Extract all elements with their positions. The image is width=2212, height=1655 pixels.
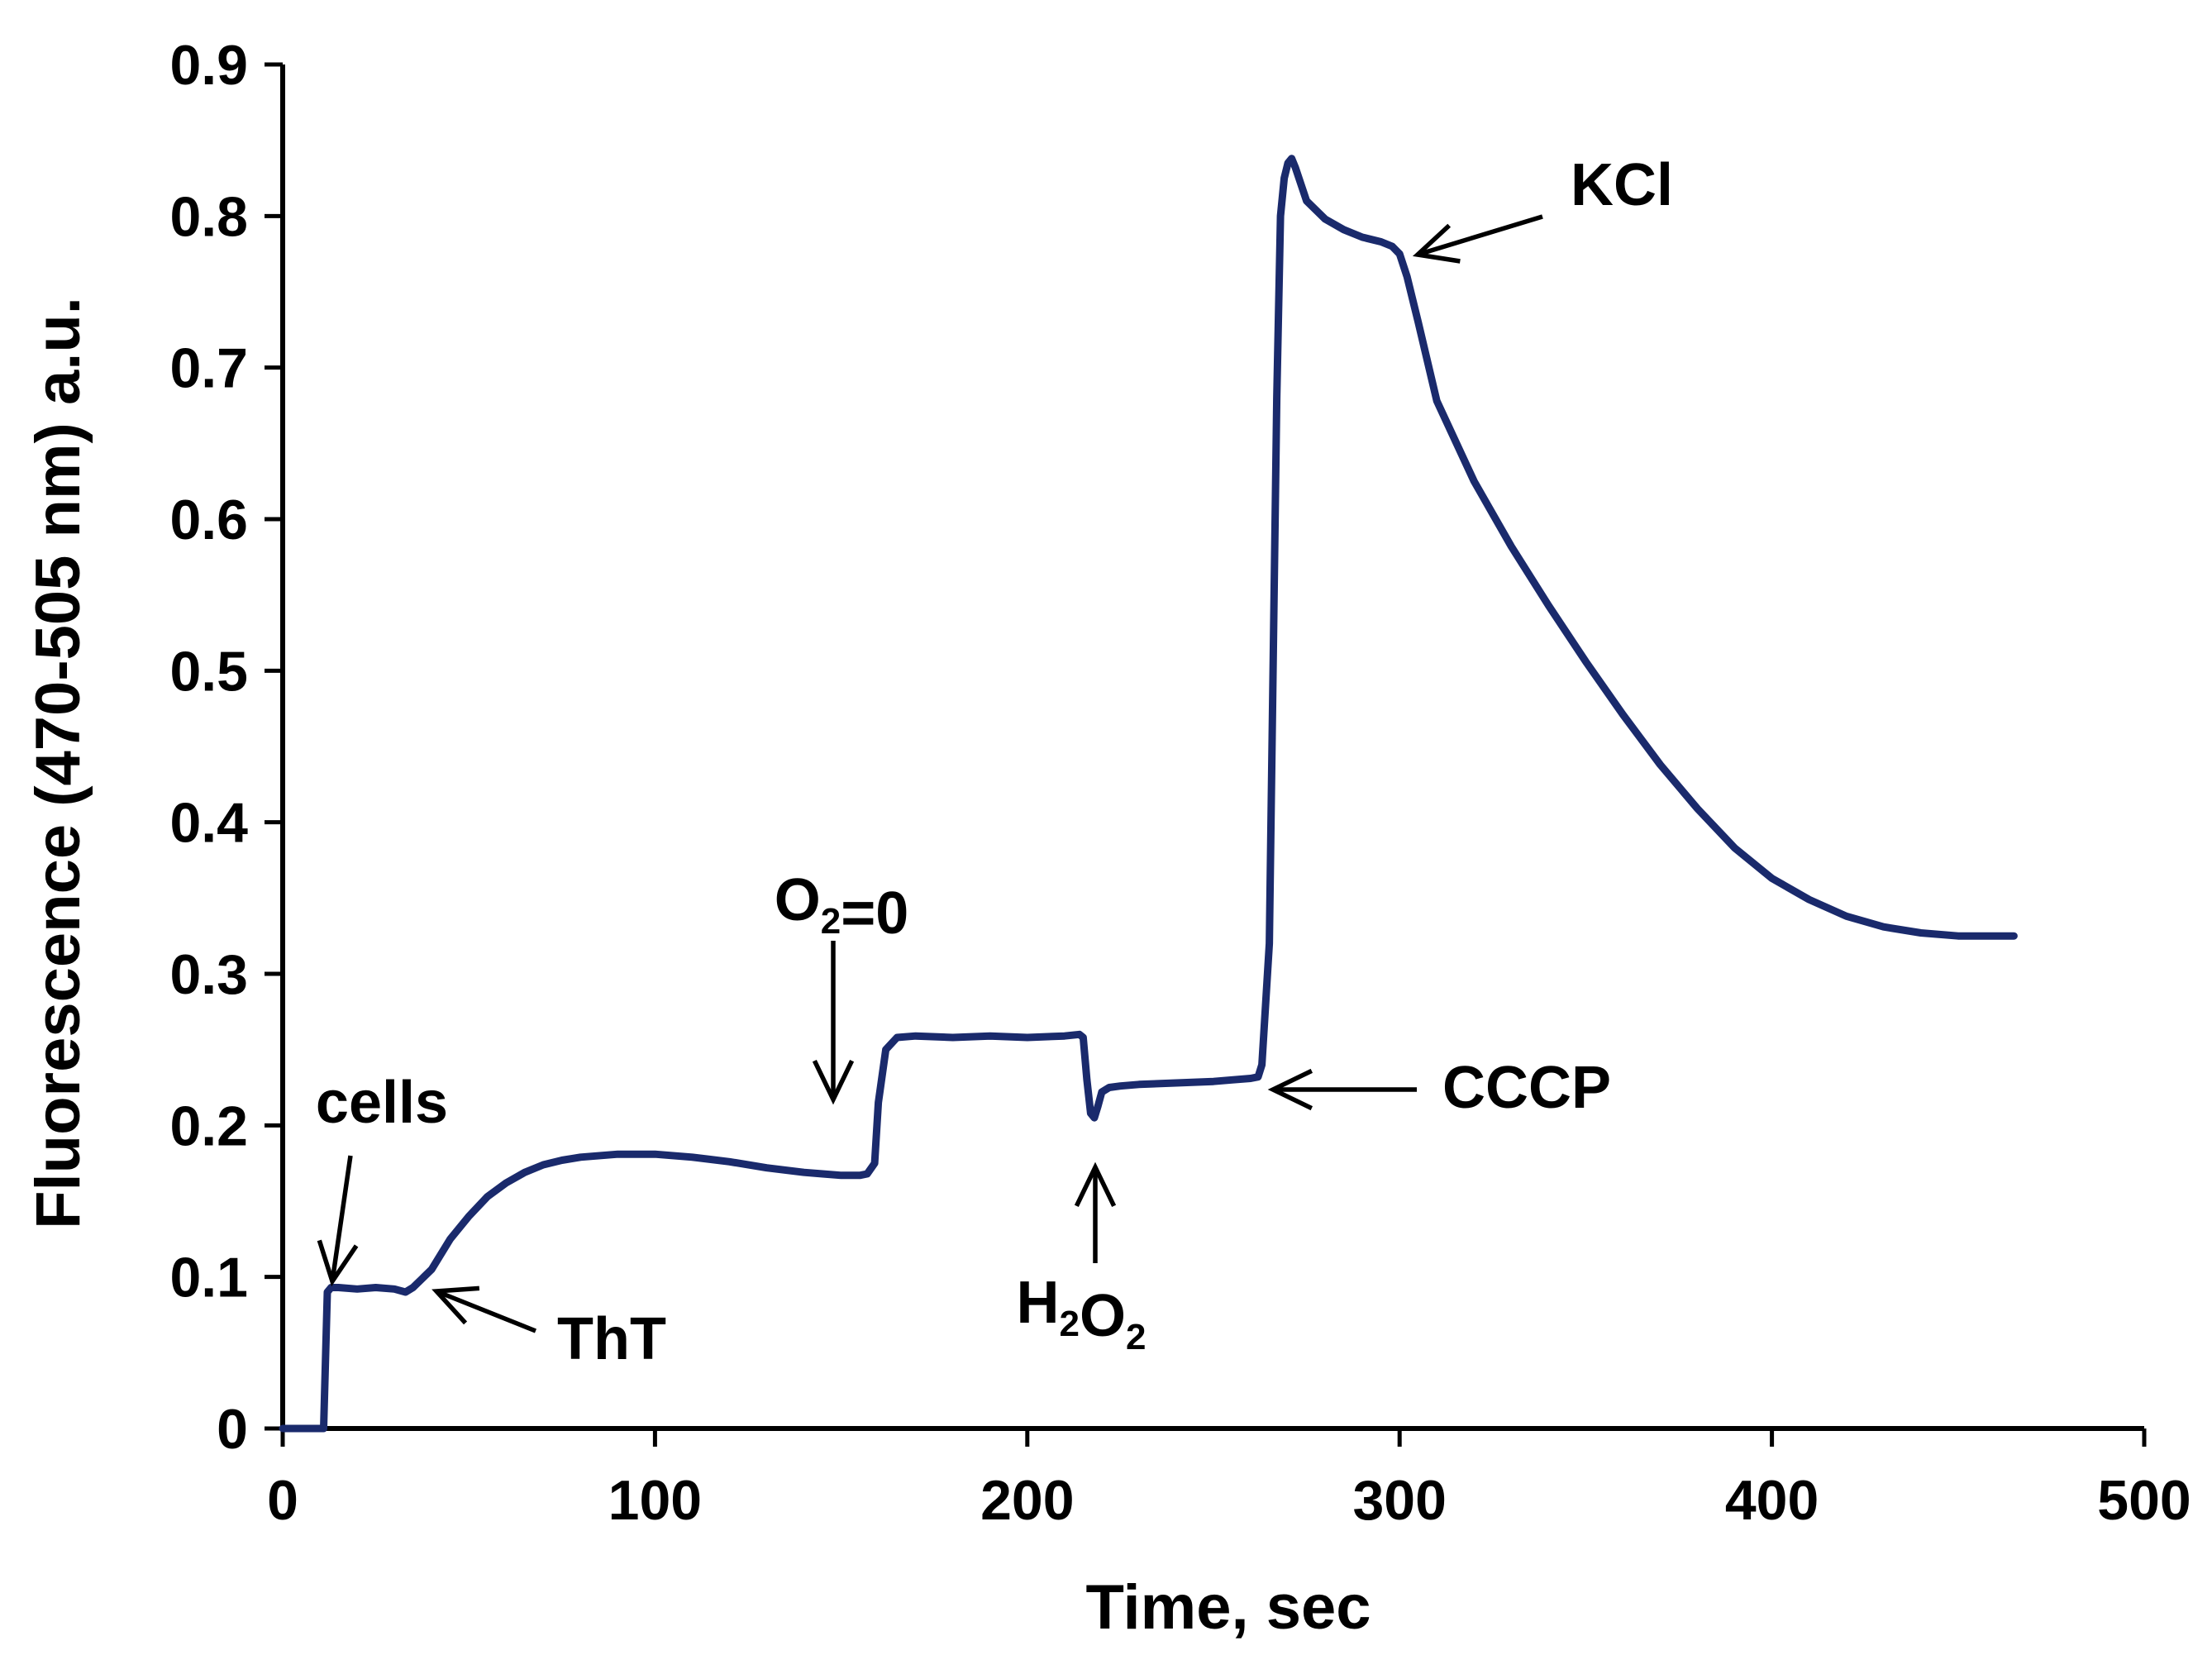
arrow-head xyxy=(812,1059,855,1105)
series-layer xyxy=(279,155,2018,1433)
x-tick-label: 400 xyxy=(1725,1469,1819,1532)
arrow-head xyxy=(1074,1161,1117,1208)
series-line xyxy=(279,155,2018,1433)
arrow-head xyxy=(1267,1068,1313,1111)
annotation-arrow xyxy=(431,1285,537,1333)
x-axis-title: Time, sec xyxy=(1085,1572,1371,1643)
annotation-arrow xyxy=(1267,1068,1417,1111)
y-tick-label: 0 xyxy=(217,1398,248,1461)
y-tick-label: 0.1 xyxy=(169,1247,248,1309)
arrow-head xyxy=(1412,223,1461,264)
y-tick-label: 0.5 xyxy=(169,640,248,703)
y-axis-title: Fluorescence (470-505 nm) a.u. xyxy=(23,297,93,1229)
x-tick-label: 200 xyxy=(980,1469,1074,1532)
axes-layer xyxy=(280,64,2144,1431)
y-tick-label: 0.8 xyxy=(169,185,248,248)
arrow-head xyxy=(317,1239,359,1287)
arrow-shaft xyxy=(330,1155,353,1282)
annotation-label: CCCP xyxy=(1442,1055,1611,1121)
annotation-label: KCl xyxy=(1571,152,1673,218)
annotation-arrow xyxy=(1074,1161,1117,1263)
annotation-arrow xyxy=(1412,214,1543,264)
annotation-label: H2O2 xyxy=(1017,1270,1147,1357)
x-tick-label: 500 xyxy=(2097,1469,2191,1532)
arrow-shaft xyxy=(1417,214,1543,257)
arrow-shaft xyxy=(435,1289,537,1333)
y-tick-label: 0.2 xyxy=(169,1095,248,1157)
arrow-head xyxy=(431,1285,480,1325)
annotation-layer: cells ThT O2=0 H2O2 CCCP KCl xyxy=(316,152,1673,1372)
y-tick-label: 0.7 xyxy=(169,337,248,400)
ticks-layer: 0 0.1 0.2 0.3 0.4 0.5 0.6 0.7 0.8 0.9 0 100 200 300 40… xyxy=(169,34,2191,1532)
annotation-arrow xyxy=(812,941,855,1105)
x-tick-label: 100 xyxy=(608,1469,702,1532)
annotation-arrow xyxy=(317,1155,359,1287)
x-tick-label: 0 xyxy=(267,1469,298,1532)
y-tick-label: 0.4 xyxy=(169,792,248,855)
annotation-label: ThT xyxy=(557,1306,666,1372)
x-tick-label: 300 xyxy=(1352,1469,1446,1532)
annotation-label: cells xyxy=(316,1070,448,1136)
y-tick-label: 0.9 xyxy=(169,34,248,97)
y-tick-label: 0.6 xyxy=(169,489,248,551)
annotation-label: O2=0 xyxy=(775,867,909,947)
y-tick-label: 0.3 xyxy=(169,943,248,1006)
